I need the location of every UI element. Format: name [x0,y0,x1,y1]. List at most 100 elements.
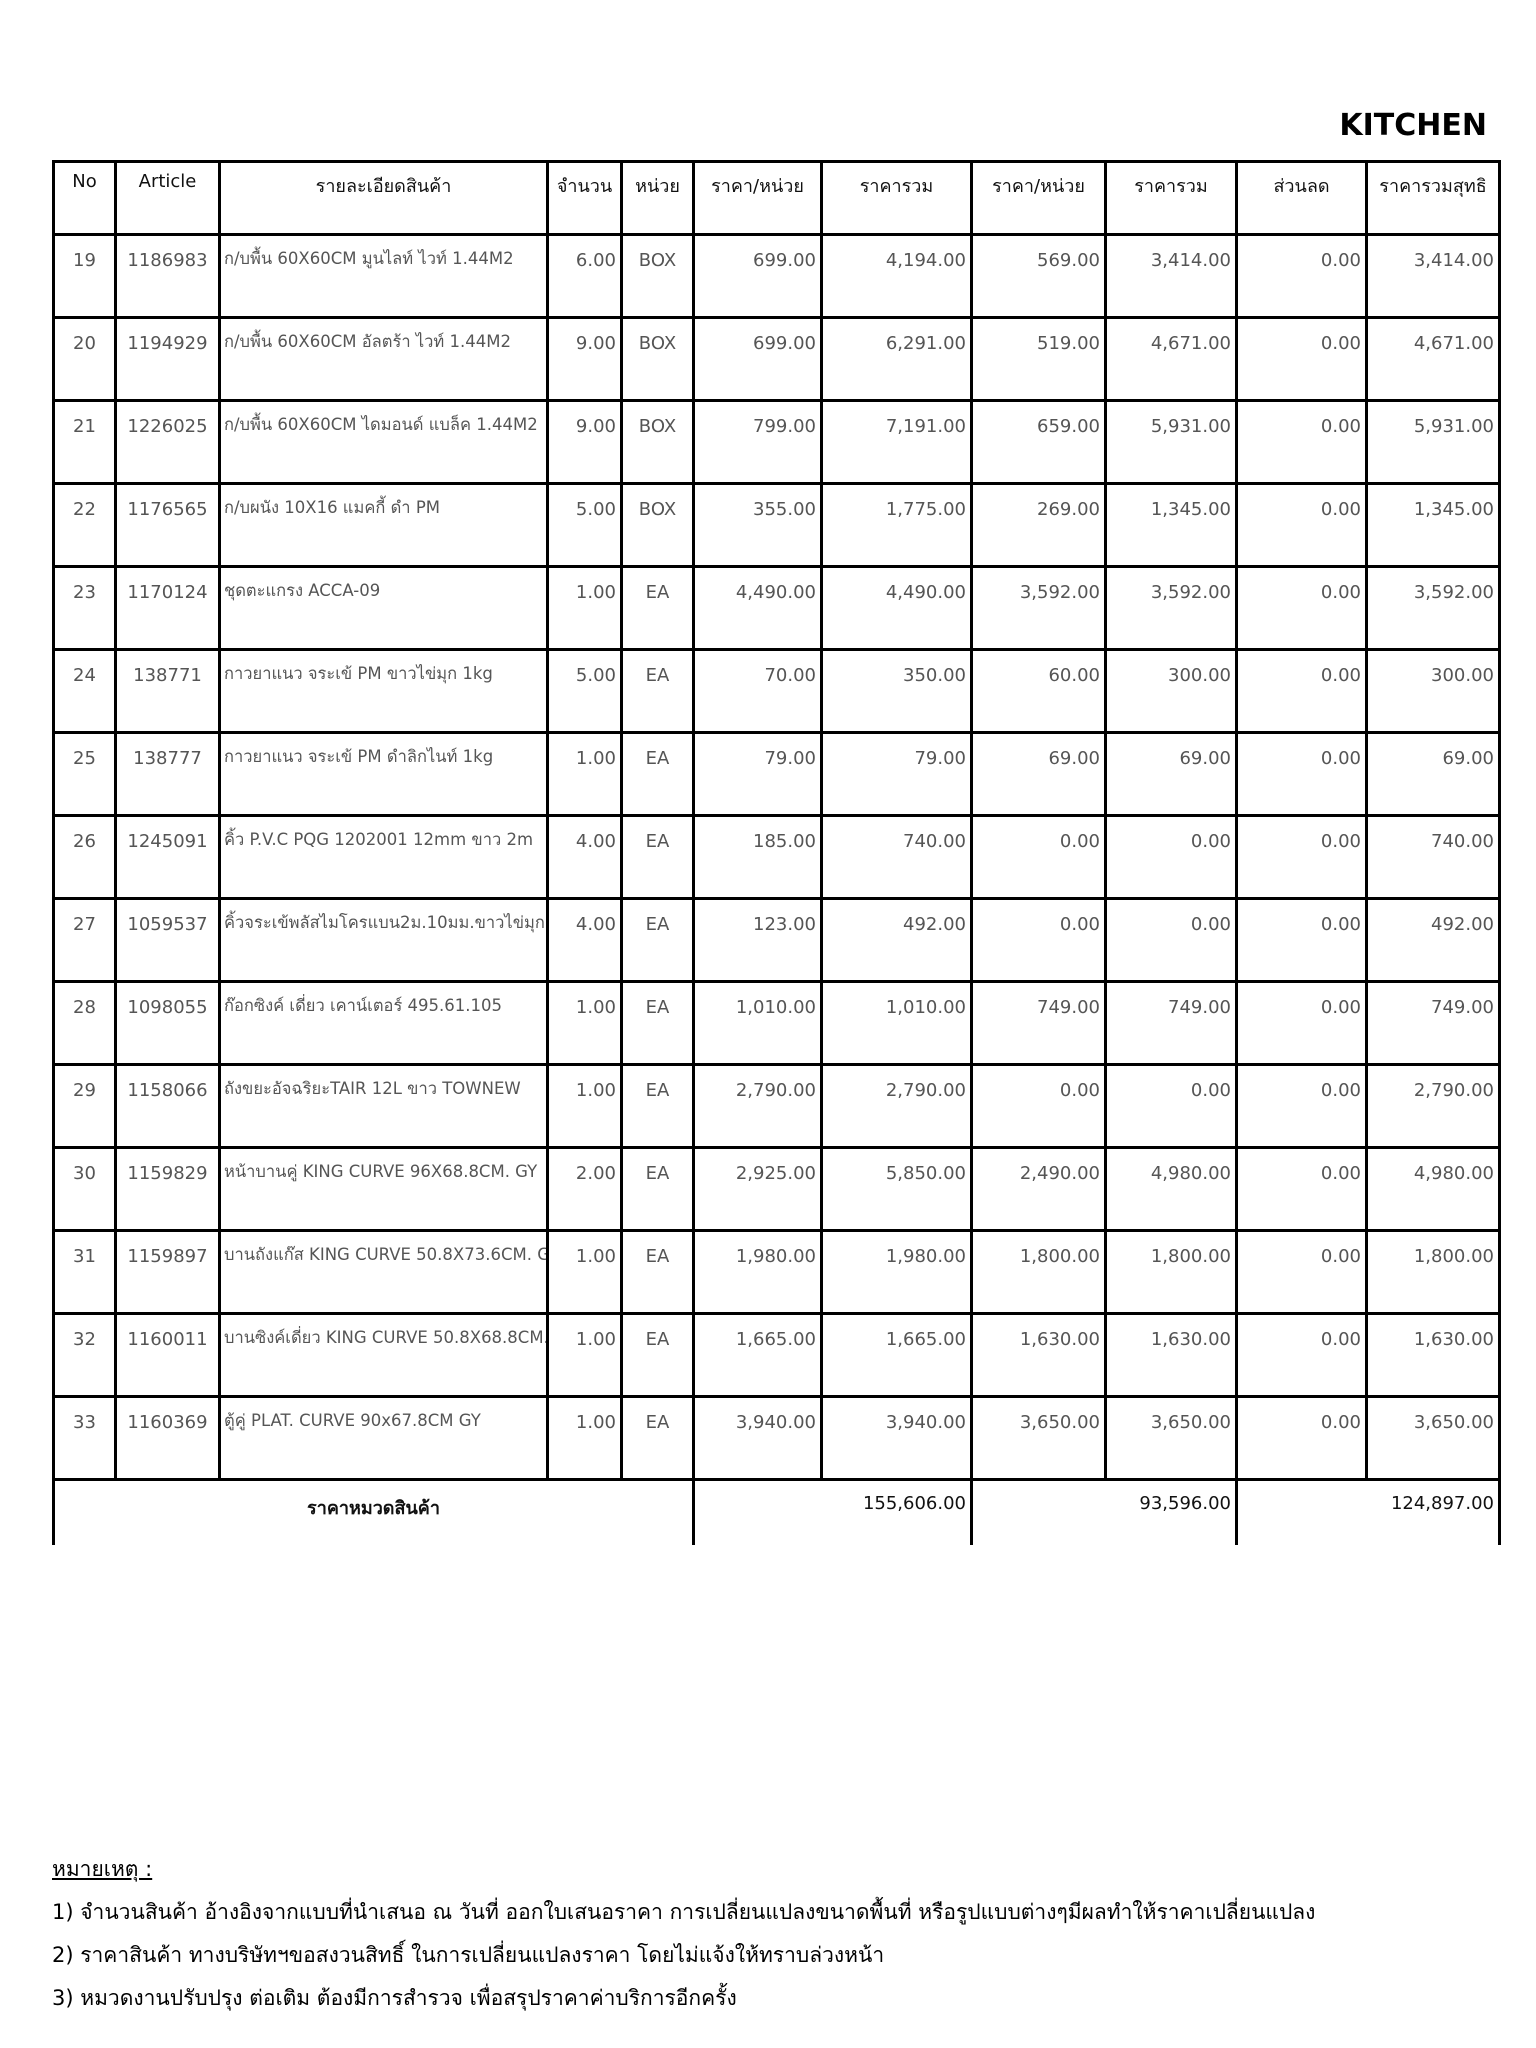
table-cell: 30 [52,1146,117,1232]
table-cell: 300.00 [1365,648,1501,734]
table-cell: 1.00 [546,1395,623,1481]
table-cell: 1.00 [546,1063,623,1149]
table-cell: 3,940.00 [820,1395,973,1481]
table-cell: EA [620,1395,695,1481]
table-cell: 1160369 [114,1395,221,1481]
table-cell: 1159897 [114,1229,221,1315]
table-cell: 1,010.00 [820,980,973,1066]
table-cell: 1194929 [114,316,221,402]
table-cell: คิ้ว P.V.C PQG 1202001 12mm ขาว 2m [218,814,549,900]
table-cell: 1170124 [114,565,221,651]
table-cell: ถังขยะอัจฉริยะTAIR 12L ขาว TOWNEW [218,1063,549,1149]
table-cell: 9.00 [546,399,623,485]
table-row: 29 1158066 ถังขยะอัจฉริยะTAIR 12L ขาว TOWN… [52,1063,1501,1149]
table-cell: 2,490.00 [970,1146,1107,1232]
table-cell: 7,191.00 [820,399,973,485]
table-cell: 1098055 [114,980,221,1066]
table-cell: 5.00 [546,482,623,568]
table-cell: บานซิงค์เดี่ยว KING CURVE 50.8X68.8CM.GY [218,1312,549,1398]
table-cell: 569.00 [970,233,1107,319]
table-cell: 33 [52,1395,117,1481]
table-cell: 0.00 [1104,1063,1238,1149]
table-cell: 1,980.00 [820,1229,973,1315]
table-cell: EA [620,731,695,817]
table-cell: 21 [52,399,117,485]
table-cell: 9.00 [546,316,623,402]
table-cell: 4,980.00 [1104,1146,1238,1232]
table-cell: 70.00 [692,648,823,734]
table-cell: 1,630.00 [1365,1312,1501,1398]
table-cell: บานถังแก๊ส KING CURVE 50.8X73.6CM. GY [218,1229,549,1315]
table-cell: 1226025 [114,399,221,485]
table-cell: 3,592.00 [970,565,1107,651]
table-cell: 4.00 [546,814,623,900]
table-header: No Article รายละเอียดสินค้า จำนวน หน่วย ราคา/… [52,160,1501,236]
table-row: 25 138777 กาวยาแนว จระเข้ PM ดำลิกไนท์ 1kg… [52,731,1501,817]
table-cell: 2.00 [546,1146,623,1232]
table-cell: 492.00 [820,897,973,983]
column-header: หน่วย [620,160,695,236]
table-cell: EA [620,1146,695,1232]
table-cell: 4.00 [546,897,623,983]
table-cell: 24 [52,648,117,734]
table-cell: 79.00 [692,731,823,817]
table-cell: 740.00 [1365,814,1501,900]
table-row: 26 1245091 คิ้ว P.V.C PQG 1202001 12mm ขาว… [52,814,1501,900]
table-cell: 1,800.00 [970,1229,1107,1315]
table-cell: EA [620,565,695,651]
table-cell: 0.00 [1235,399,1368,485]
table-cell: 0.00 [970,1063,1107,1149]
table-row: 32 1160011 บานซิงค์เดี่ยว KING CURVE 50.8X… [52,1312,1501,1398]
table-cell: 3,650.00 [1104,1395,1238,1481]
table-cell: 0.00 [1235,482,1368,568]
table-cell: 3,650.00 [970,1395,1107,1481]
table-cell: 749.00 [1104,980,1238,1066]
table-cell: BOX [620,316,695,402]
table-cell: 749.00 [970,980,1107,1066]
table-cell: 0.00 [970,897,1107,983]
column-header: ส่วนลด [1235,160,1368,236]
table-cell: 1.00 [546,565,623,651]
table-cell: 22 [52,482,117,568]
table-cell: 2,790.00 [820,1063,973,1149]
notes: หมายเหตุ : 1) จำนวนสินค้า อ้างอิงจากแบบท… [52,1848,1315,2020]
column-header: ราคา/หน่วย [970,160,1107,236]
table-cell: 3,592.00 [1365,565,1501,651]
column-header: Article [114,160,221,236]
table-cell: 5,931.00 [1365,399,1501,485]
table-cell: 0.00 [970,814,1107,900]
table-cell: กาวยาแนว จระเข้ PM ดำลิกไนท์ 1kg [218,731,549,817]
table-cell: 1159829 [114,1146,221,1232]
table-cell: 2,790.00 [1365,1063,1501,1149]
table-cell: 1.00 [546,731,623,817]
table-cell: 23 [52,565,117,651]
table-cell: 69.00 [1365,731,1501,817]
total-label: ราคาหมวดสินค้า [52,1478,695,1545]
table-cell: 19 [52,233,117,319]
table-cell: 1059537 [114,897,221,983]
column-header: ราคารวมสุทธิ [1365,160,1501,236]
table-row: 22 1176565 ก/บผนัง 10X16 แมคกี้ ดำ PM 5.00 B… [52,482,1501,568]
table-row: 31 1159897 บานถังแก๊ส KING CURVE 50.8X73.6… [52,1229,1501,1315]
table-cell: 27 [52,897,117,983]
table-cell: ก/บพื้น 60X60CM ไดมอนด์ แบล็ค 1.44M2 [218,399,549,485]
table-cell: 138771 [114,648,221,734]
table-cell: 4,671.00 [1104,316,1238,402]
table-cell: EA [620,1312,695,1398]
column-header: ราคารวม [1104,160,1238,236]
table-cell: 0.00 [1104,814,1238,900]
table-cell: 0.00 [1235,897,1368,983]
table-cell: EA [620,814,695,900]
total-row: ราคาหมวดสินค้า 155,606.00 93,596.00 124,897… [52,1478,1501,1545]
table-cell: 1186983 [114,233,221,319]
table-cell: 4,490.00 [820,565,973,651]
table-cell: 1.00 [546,1312,623,1398]
table-cell: 0.00 [1235,1312,1368,1398]
table-cell: 123.00 [692,897,823,983]
table-cell: 0.00 [1235,648,1368,734]
table-cell: 4,980.00 [1365,1146,1501,1232]
table-cell: 0.00 [1235,1063,1368,1149]
table-cell: 1,800.00 [1104,1229,1238,1315]
table-cell: BOX [620,233,695,319]
table-cell: 4,671.00 [1365,316,1501,402]
